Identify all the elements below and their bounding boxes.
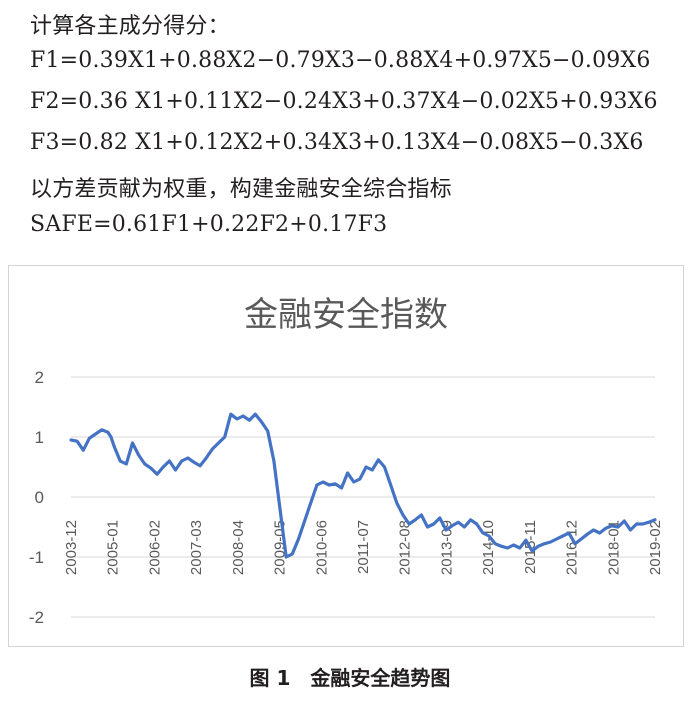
series-line <box>69 412 657 559</box>
formula-f1: F1=0.39X1+0.88X2−0.79X3−0.88X4+0.97X5−0.… <box>30 48 651 73</box>
x-tick-label: 2018-01 <box>605 520 622 575</box>
x-tick-label: 2011-07 <box>355 520 372 574</box>
x-tick-label: 2012-08 <box>397 520 414 575</box>
formula-f3: F3=0.82 X1+0.12X2+0.34X3+0.13X4−0.08X5−0… <box>30 130 644 155</box>
chart-title: 金融安全指数 <box>244 296 448 334</box>
chart-frame: 金融安全指数 2 1 0 -1 -2 2003-12 2005-01 2006-02 2007… <box>8 265 684 647</box>
y-tick-label: 2 <box>35 368 44 387</box>
text-line-weight: 以方差贡献为权重，构建金融安全综合指标 <box>30 177 452 202</box>
y-tick-label: 0 <box>35 488 44 507</box>
y-tick-label: 1 <box>35 428 44 447</box>
text-line-1: 计算各主成分得分： <box>30 14 230 39</box>
y-tick-label: -2 <box>29 608 44 627</box>
x-tick-label: 2014-10 <box>480 520 497 575</box>
figure-caption: 图 1 金融安全趋势图 <box>249 666 451 690</box>
x-axis-labels: 2003-12 2005-01 2006-02 2007-03 2008-04 2009-… <box>63 520 664 575</box>
x-tick-label: 2016-12 <box>564 520 581 575</box>
x-tick-label: 2019-02 <box>647 520 664 575</box>
x-tick-label: 2010-06 <box>313 520 330 575</box>
x-tick-label: 2006-02 <box>146 520 163 575</box>
x-tick-label: 2005-01 <box>105 520 122 575</box>
x-tick-label: 2013-09 <box>438 520 455 575</box>
chart-grid <box>71 376 655 618</box>
y-axis-labels: 2 1 0 -1 -2 <box>29 368 44 627</box>
x-tick-label: 2008-04 <box>230 520 247 575</box>
x-tick-label: 2003-12 <box>63 520 80 575</box>
formula-f2: F2=0.36 X1+0.11X2−0.24X3+0.37X4−0.02X5+0… <box>30 89 658 114</box>
formula-safe: SAFE=0.61F1+0.22F2+0.17F3 <box>30 212 388 237</box>
line-chart: 金融安全指数 2 1 0 -1 -2 2003-12 2005-01 2006-02 2007… <box>29 296 664 627</box>
y-tick-label: -1 <box>29 548 44 567</box>
x-tick-label: 2007-03 <box>188 520 205 575</box>
